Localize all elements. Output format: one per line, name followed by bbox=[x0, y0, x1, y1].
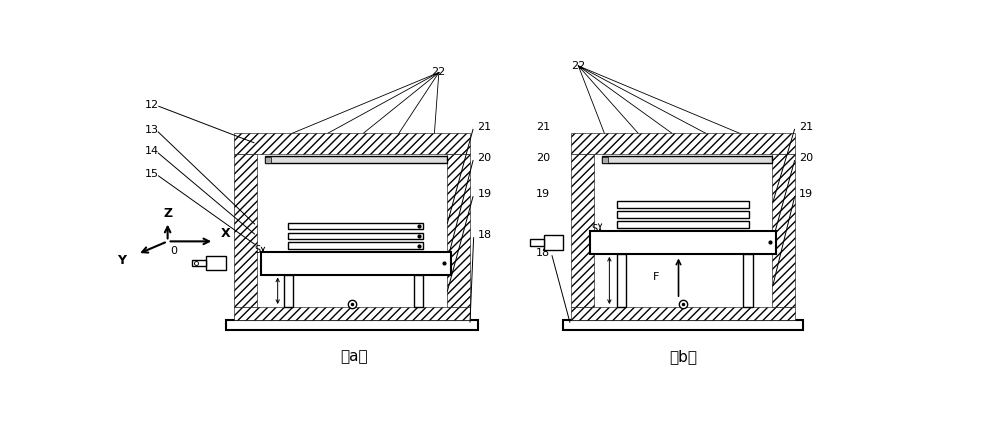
Bar bbox=[617, 254, 626, 307]
Bar bbox=[264, 156, 447, 163]
Bar bbox=[530, 239, 544, 246]
Bar bbox=[617, 201, 749, 208]
Bar bbox=[261, 252, 450, 275]
Bar bbox=[602, 156, 772, 163]
Text: 19: 19 bbox=[478, 189, 492, 199]
Bar bbox=[544, 235, 563, 250]
Bar bbox=[447, 155, 470, 307]
Bar bbox=[590, 231, 776, 254]
Text: 19: 19 bbox=[536, 189, 550, 199]
Text: 13: 13 bbox=[144, 125, 158, 135]
Text: 20: 20 bbox=[799, 153, 813, 163]
Text: S: S bbox=[254, 245, 261, 255]
Bar bbox=[206, 256, 226, 271]
Bar bbox=[414, 275, 423, 307]
Text: X: X bbox=[221, 227, 231, 240]
Bar bbox=[288, 223, 423, 229]
Bar bbox=[743, 254, 753, 307]
Text: 12: 12 bbox=[144, 100, 158, 110]
Bar bbox=[192, 260, 206, 266]
Text: 0: 0 bbox=[170, 245, 177, 256]
Bar bbox=[571, 133, 795, 155]
Text: 15: 15 bbox=[144, 169, 158, 179]
Bar bbox=[571, 307, 795, 320]
Bar bbox=[602, 157, 608, 163]
Text: （b）: （b） bbox=[669, 348, 697, 364]
Bar bbox=[226, 320, 478, 330]
Text: 20: 20 bbox=[536, 153, 550, 163]
Bar bbox=[284, 275, 293, 307]
Text: 21: 21 bbox=[478, 121, 492, 132]
Bar bbox=[234, 307, 470, 320]
Bar bbox=[288, 242, 423, 249]
Text: S: S bbox=[592, 225, 598, 234]
Bar bbox=[571, 155, 594, 307]
Text: 19: 19 bbox=[799, 189, 813, 199]
Bar bbox=[772, 155, 795, 307]
Text: 18: 18 bbox=[536, 248, 550, 258]
Bar bbox=[234, 133, 470, 155]
Text: F: F bbox=[653, 272, 659, 282]
Text: 18: 18 bbox=[478, 230, 492, 240]
Text: 22: 22 bbox=[431, 67, 445, 78]
Bar bbox=[234, 155, 257, 307]
Text: Z: Z bbox=[163, 207, 172, 220]
Text: 14: 14 bbox=[144, 146, 158, 156]
Text: Y: Y bbox=[117, 254, 126, 267]
Text: 21: 21 bbox=[536, 121, 550, 132]
Text: （a）: （a） bbox=[340, 348, 367, 364]
Text: 20: 20 bbox=[478, 153, 492, 163]
Text: 22: 22 bbox=[571, 61, 585, 71]
Bar bbox=[563, 320, 803, 330]
Bar bbox=[288, 233, 423, 239]
Text: 21: 21 bbox=[799, 121, 813, 132]
Bar bbox=[264, 157, 271, 163]
Bar bbox=[617, 211, 749, 218]
Bar bbox=[617, 221, 749, 227]
